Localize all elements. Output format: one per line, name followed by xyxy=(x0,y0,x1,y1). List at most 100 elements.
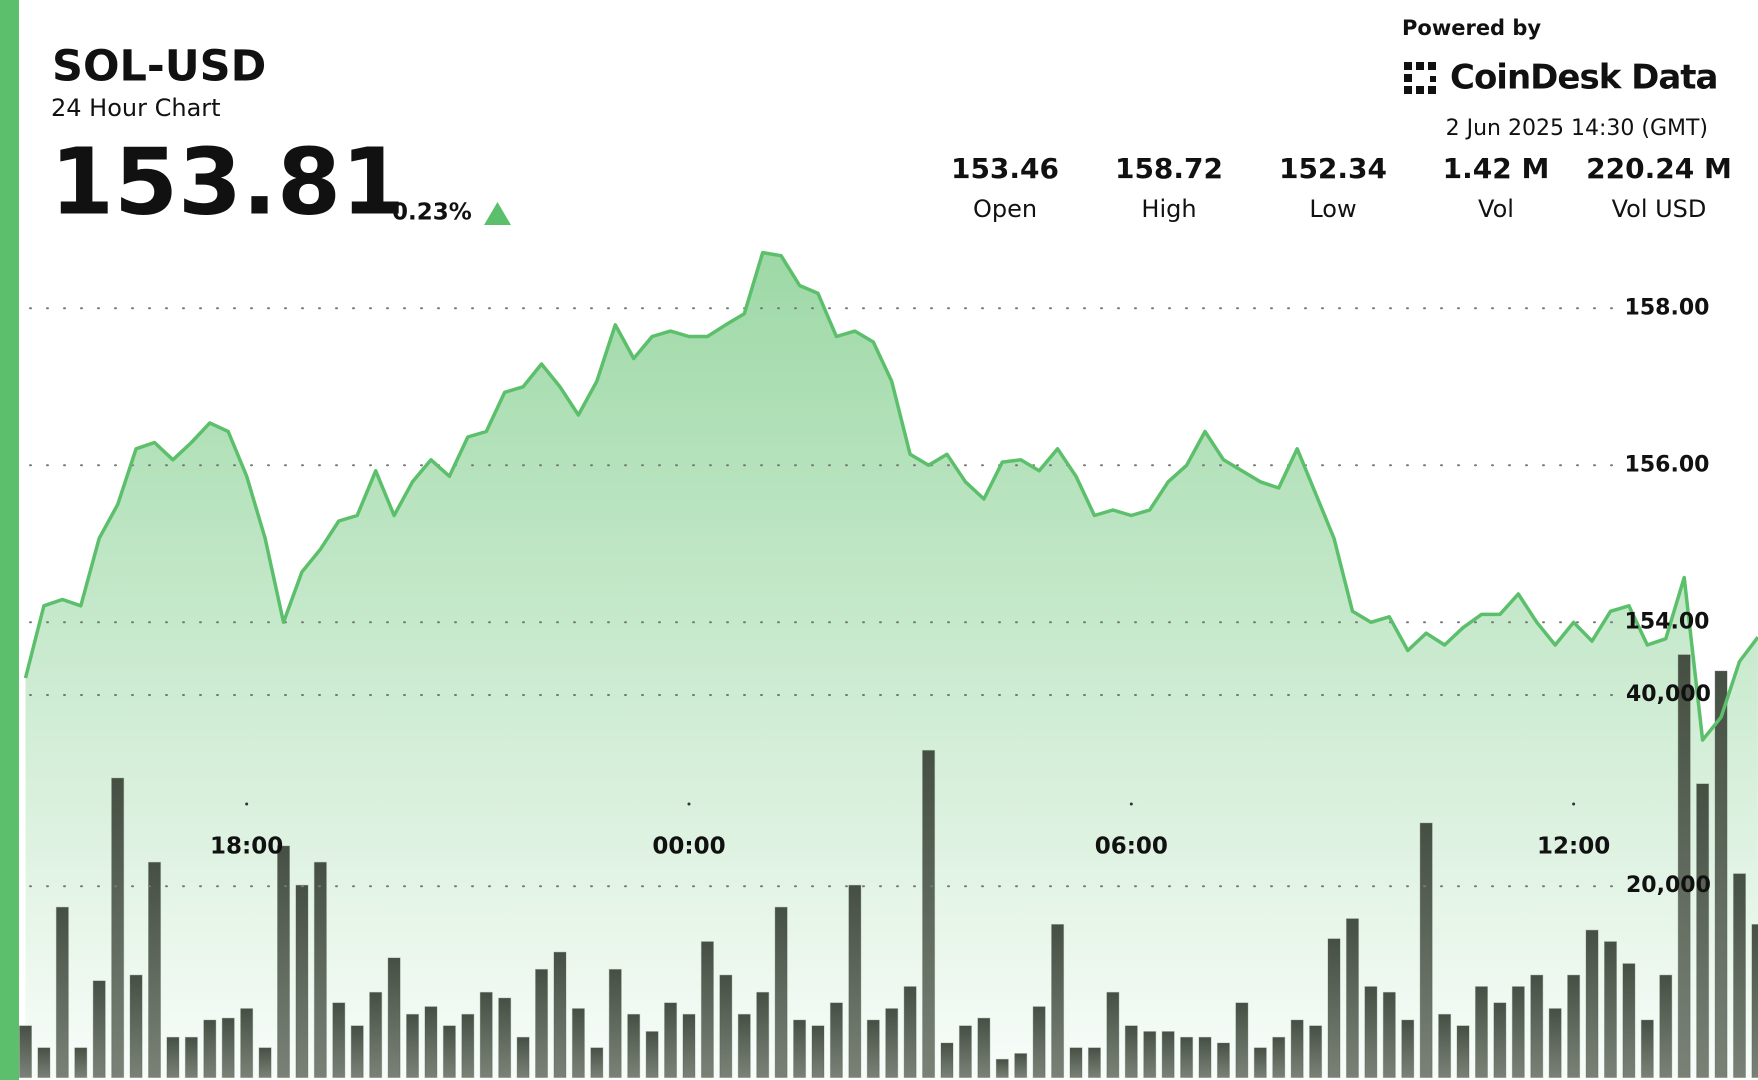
volume-bar xyxy=(203,1019,217,1078)
volume-bar xyxy=(1548,1008,1562,1079)
volume-bar xyxy=(774,906,788,1078)
volume-bar xyxy=(627,1013,641,1078)
brand-logo xyxy=(1404,62,1436,94)
volume-bar xyxy=(1603,941,1617,1078)
volume-bar xyxy=(664,1002,678,1079)
volume-bar xyxy=(1622,963,1636,1078)
volume-bar xyxy=(350,1025,364,1079)
volume-bar xyxy=(645,1031,659,1079)
volume-bar xyxy=(737,1013,751,1078)
volume-bar xyxy=(1677,654,1691,1078)
volume-bar xyxy=(479,991,493,1078)
volume-bar xyxy=(866,1019,880,1078)
volume-bar xyxy=(719,974,733,1079)
symbol: SOL-USD xyxy=(52,42,266,92)
volume-bar xyxy=(258,1047,272,1078)
volume-bar xyxy=(682,1013,696,1078)
volume-bar xyxy=(1161,1031,1175,1079)
label-layer: 154.00 156.00 158.00 20,000 40,000 18:00 00:00… xyxy=(210,295,1711,898)
volume-bar xyxy=(129,974,143,1079)
stats: 153.46 Open 158.72 High 152.34 Low 1.42 M Vol 22… xyxy=(951,152,1732,223)
line-layer xyxy=(23,250,1758,742)
volume-bar xyxy=(19,1025,32,1079)
volume-bar xyxy=(1345,918,1359,1078)
volume-bar xyxy=(387,957,401,1079)
volume-bar xyxy=(1143,1031,1157,1079)
volume-bar xyxy=(1032,1006,1046,1078)
volume-bar xyxy=(553,951,567,1079)
accent-strip xyxy=(0,0,19,1080)
volume-bar xyxy=(1474,986,1488,1078)
volume-bar xyxy=(1751,923,1758,1079)
volume-bar xyxy=(1124,1025,1138,1079)
volume-bar xyxy=(1106,991,1120,1078)
y-tick-label: 154.00 xyxy=(1625,609,1710,634)
stat-label: Vol xyxy=(1478,195,1514,223)
subtitle: 24 Hour Chart xyxy=(51,94,221,122)
volume-bar xyxy=(848,884,862,1078)
volume-bar xyxy=(1364,986,1378,1078)
volume-bar xyxy=(958,1025,972,1079)
volume-bar xyxy=(793,1019,807,1078)
x-tick-label: 18:00 xyxy=(210,834,283,860)
x-tick-mark xyxy=(1129,802,1133,806)
volume-bar xyxy=(571,1008,585,1079)
volume-bar xyxy=(1732,873,1746,1079)
timestamp: 2 Jun 2025 14:30 (GMT) xyxy=(1446,116,1708,141)
price: 153.81 xyxy=(50,128,405,235)
volume-bar xyxy=(1087,1047,1101,1078)
volume-bar xyxy=(1696,783,1710,1078)
volume-bar xyxy=(1272,1036,1286,1078)
volume-bar xyxy=(1419,822,1433,1079)
volume-bar xyxy=(313,861,327,1078)
volume-bar xyxy=(1180,1036,1194,1078)
volume-bar xyxy=(516,1036,530,1078)
volume-bar xyxy=(148,861,162,1078)
bar-layer xyxy=(19,654,1758,1079)
volume-bar xyxy=(1401,1019,1415,1078)
volume-bar xyxy=(332,1002,346,1079)
stat-value: 1.42 M xyxy=(1443,152,1550,185)
x-tick-label: 12:00 xyxy=(1537,834,1610,860)
volume-bar xyxy=(1659,974,1673,1079)
volume-bar xyxy=(829,1002,843,1079)
volume-bar xyxy=(1253,1047,1267,1078)
volume-bar xyxy=(37,1047,51,1078)
volume-bar xyxy=(535,968,549,1078)
volume-bar xyxy=(940,1042,954,1078)
volume-bar xyxy=(1511,986,1525,1078)
price-line xyxy=(23,250,1758,742)
volume-bar xyxy=(903,986,917,1078)
volume-bar xyxy=(1290,1019,1304,1078)
volume-bar xyxy=(1216,1042,1230,1078)
stat-value: 158.72 xyxy=(1115,152,1223,185)
powered-by: Powered by xyxy=(1402,16,1541,40)
stat-label: Open xyxy=(973,195,1037,223)
volume-bar xyxy=(166,1036,180,1078)
x-tick-label: 00:00 xyxy=(652,834,725,860)
volume-bar xyxy=(55,906,69,1078)
volume-bar xyxy=(1051,923,1065,1079)
volume-bar xyxy=(424,1006,438,1078)
stat-label: Low xyxy=(1309,195,1356,223)
volume-bar xyxy=(1493,1002,1507,1079)
volume-bar xyxy=(295,884,309,1078)
volume-bar xyxy=(406,1013,420,1078)
stat-value: 153.46 xyxy=(951,152,1059,185)
volume-bar xyxy=(590,1047,604,1078)
stat-label: High xyxy=(1141,195,1196,223)
volume-bar xyxy=(1456,1025,1470,1079)
volume-bar xyxy=(498,997,512,1079)
volume-bar xyxy=(1198,1036,1212,1078)
stat-label: Vol USD xyxy=(1612,195,1707,223)
x-tick-mark xyxy=(687,802,691,806)
volume-bar xyxy=(74,1047,88,1078)
volume-bar xyxy=(700,941,714,1078)
volume-bar xyxy=(184,1036,198,1078)
volume-bar xyxy=(92,980,106,1079)
volume-bar xyxy=(608,968,622,1078)
up-arrow xyxy=(484,202,511,225)
volume-bar xyxy=(240,1008,254,1079)
